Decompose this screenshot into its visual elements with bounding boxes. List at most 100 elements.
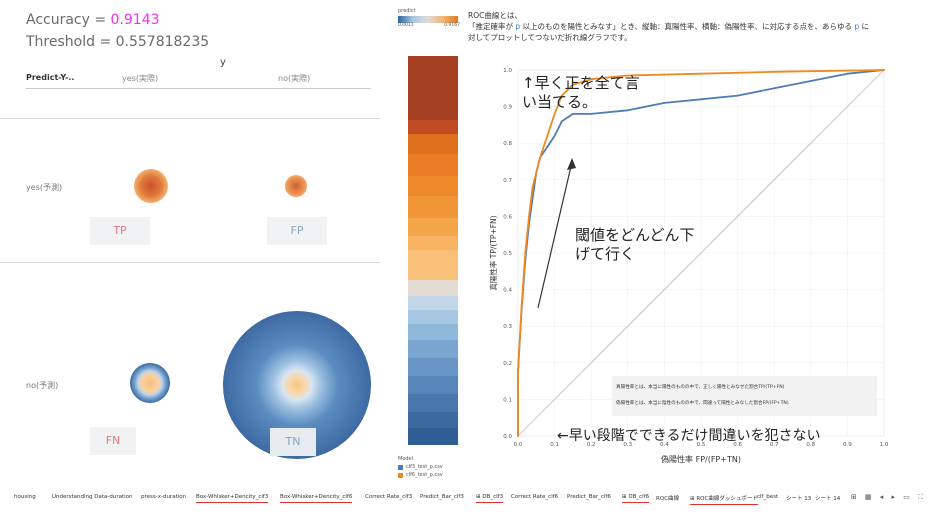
annotation-top: ↑早く正を全て言 い当てる。: [522, 74, 640, 112]
fn-bubble[interactable]: [130, 363, 170, 403]
roc-point: [572, 113, 574, 115]
y-tick-label: 0.0: [503, 434, 512, 440]
roc-desc-p: p: [515, 22, 521, 31]
roc-line-series-2: [517, 69, 885, 436]
sheet-tab[interactable]: ⊞ DB_clf6: [622, 494, 650, 503]
sheet-tab[interactable]: シート 14: [815, 496, 841, 502]
model-legend-item[interactable]: clf6_test_p.csv: [398, 472, 443, 478]
roc-point: [773, 70, 776, 73]
predict-color-legend[interactable]: predict 0.0011 0.9167: [398, 8, 460, 38]
roc-point: [590, 113, 593, 115]
roc-point: [561, 94, 563, 97]
y-tick-label: 0.3: [503, 324, 512, 330]
roc-chart[interactable]: 0.0 0.1 0.2 0.3 0.4 0.5 0.6 0.7 0.8 0.9 1.0 0.0 0.1 0…: [462, 48, 908, 484]
model-swatch-clf6: [398, 472, 403, 478]
tpr-definition: 真陽性率とは、本当に陽性のものの中で、正しく陽性とみなせた割合TP/(TP+FN…: [616, 385, 785, 390]
divider: [0, 262, 380, 263]
y-tick-label: 0.2: [503, 361, 512, 367]
sheet-tab[interactable]: Predict_Bar_clf6: [567, 494, 611, 500]
roc-desc-line3: 対してプロットしてつないだ折れ線グラフです。: [468, 33, 632, 42]
sheet-tab[interactable]: Predict_Bar_clf3: [420, 494, 464, 500]
sheet-tab[interactable]: ROC曲線: [656, 496, 679, 502]
roc-point: [663, 102, 666, 104]
roc-point: [520, 303, 523, 306]
annotation-line: げて行く: [575, 245, 636, 263]
roc-point: [553, 134, 556, 137]
sheet-tab[interactable]: Correct Rate_clf6: [511, 494, 559, 500]
tn-bubble[interactable]: [223, 311, 371, 459]
model-swatch-clf3: [398, 464, 403, 470]
x-tick-label: 0.2: [587, 442, 596, 448]
sheet-tab[interactable]: ⊞ ROC曲線ダッシュボード: [690, 494, 758, 505]
y-tick-label: 0.5: [503, 251, 512, 257]
rate-definitions: 真陽性率とは、本当に陽性のものの中で、正しく陽性とみなせた割合TP/(TP+FN…: [612, 376, 877, 416]
roc-point: [546, 134, 549, 137]
roc-description: ROC曲線とは、 「推定確率が p 以上のものを陽性とみなす」とき、縦軸：真陽性…: [468, 10, 918, 43]
roc-point: [517, 372, 519, 375]
x-tick-label: 0.7: [770, 442, 779, 448]
tab-navigation-controls[interactable]: ⊞ ▦ ◂ ▸ ▭ ⛶: [850, 493, 926, 501]
y-axis-title: y: [220, 57, 226, 68]
x-tick-label: 0.9: [843, 442, 852, 448]
predict-legend-max: 0.9167: [444, 23, 460, 28]
sheet-tab-bar: housing Understanding Data-duration press-…: [0, 489, 948, 507]
predict-color-bar: [408, 56, 458, 445]
predict-legend-range: 0.0011 0.9167: [398, 23, 460, 28]
roc-point: [524, 252, 527, 254]
tn-label: TN: [270, 428, 316, 456]
matrix-corner-label[interactable]: Predict-Y-..: [26, 73, 75, 82]
y-tick-label: 0.4: [503, 288, 512, 294]
roc-desc-line1: ROC曲線とは、: [468, 11, 522, 20]
roc-point: [626, 74, 629, 77]
x-tick-label: 1.0: [880, 442, 889, 448]
sheet-tab[interactable]: Box-Whisker+Dencity_clf3: [196, 494, 269, 503]
sheet-tab[interactable]: Understanding Data-duration: [52, 494, 133, 500]
roc-point: [700, 98, 702, 101]
sheet-tab[interactable]: ⊞ DB_clf3: [476, 494, 504, 503]
roc-point: [700, 72, 702, 75]
annotation-line: 閾値をどんどん下: [575, 226, 695, 244]
sheet-tab[interactable]: clf_best: [757, 494, 779, 500]
roc-point: [539, 156, 541, 159]
roc-point: [590, 78, 593, 81]
roc-desc-text: に: [859, 22, 870, 31]
roc-point: [553, 113, 556, 115]
model-legend-title: Model: [398, 456, 414, 462]
accuracy-text: Accuracy =: [26, 12, 111, 28]
col-header-yes: yes(実際): [122, 74, 159, 83]
roc-point: [572, 83, 574, 86]
x-tick-label: 0.1: [550, 442, 559, 448]
y-tick-label: 1.0: [503, 68, 512, 74]
sheet-tab[interactable]: Correct Rate_clf3: [365, 494, 413, 500]
tp-bubble[interactable]: [134, 169, 168, 203]
sheet-tab[interactable]: housing: [14, 494, 36, 500]
density-bubbles: [130, 169, 371, 459]
annotation-middle: 閾値をどんどん下 げて行く: [575, 226, 695, 264]
sheet-tab[interactable]: press-x-duration: [141, 494, 187, 500]
fn-label: FN: [90, 427, 136, 455]
model-legend-item[interactable]: clf3_test_p.csv: [398, 464, 443, 470]
roc-point: [517, 435, 519, 437]
sheet-tab[interactable]: シート 13: [786, 496, 812, 502]
confusion-matrix-panel: Accuracy = 0.9143 Threshold = 0.55781823…: [0, 0, 380, 485]
fpr-definition: 偽陽性率とは、本当に陰性のものの中で、間違って陽性とみなした割合FP/(FP+T…: [616, 401, 789, 406]
model-name-clf3: clf3_test_p.csv: [406, 464, 443, 470]
y-tick-label: 0.7: [503, 178, 512, 184]
roc-desc-line2: 「推定確率が p 以上のものを陽性とみなす」とき、縦軸：真陽性率、横軸：偽陽性率…: [468, 21, 918, 32]
row-header-yes: yes(予測): [26, 183, 63, 192]
fp-bubble[interactable]: [285, 175, 307, 197]
tp-label: TP: [90, 217, 150, 245]
sheet-tab[interactable]: Box-Whisker+Dencity_clf6: [280, 494, 353, 503]
model-legend[interactable]: Model clf3_test_p.csv clf6_test_p.csv: [398, 456, 443, 478]
random-classifier-diagonal: [517, 69, 885, 437]
annotation-bottom: ←早い段階でできるだけ間違いを犯さない: [557, 428, 821, 444]
roc-point: [773, 87, 776, 90]
roc-point: [528, 215, 530, 218]
x-tick-label: 0.3: [623, 442, 632, 448]
model-name-clf6: clf6_test_p.csv: [406, 472, 443, 478]
roc-point: [846, 72, 849, 75]
x-tick-label: 0.5: [697, 442, 706, 448]
roc-point: [561, 120, 563, 123]
x-axis-label: 偽陽性率 FP/(FP+TN): [661, 454, 741, 464]
threshold-label: Threshold = 0.557818235: [26, 34, 210, 50]
